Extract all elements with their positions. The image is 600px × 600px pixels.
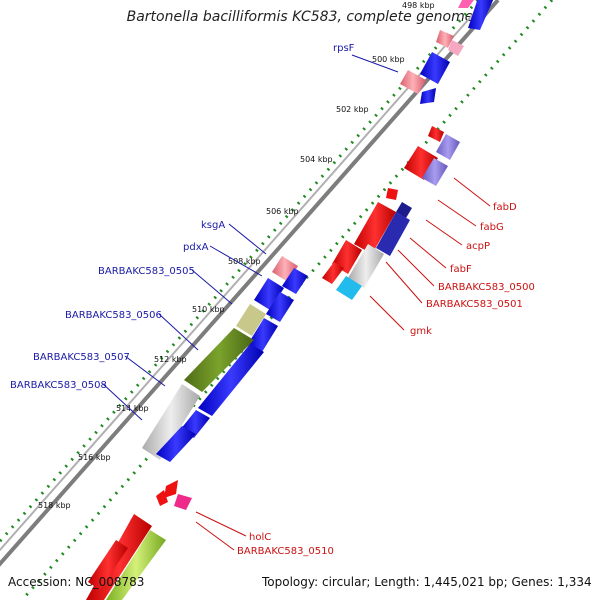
leader-line bbox=[228, 223, 267, 255]
gene-label: pdxA bbox=[183, 242, 209, 253]
leader-line bbox=[195, 511, 247, 537]
feature-blue-arrow-2 bbox=[266, 292, 294, 322]
feature-red-holC-1 bbox=[164, 480, 178, 498]
leader-line bbox=[425, 219, 463, 246]
feature-navy-2 bbox=[376, 212, 410, 256]
feature-track bbox=[86, 0, 494, 600]
leader-line bbox=[385, 261, 423, 304]
map-title: Bartonella bacilliformis KC583, complete… bbox=[126, 9, 474, 25]
tick-label: 518 kbp bbox=[38, 501, 71, 510]
backbone-strand-inner bbox=[0, 0, 488, 552]
feature-lime-bottom bbox=[106, 530, 166, 600]
gene-label: fabD bbox=[493, 202, 517, 213]
feature-pink-small-2 bbox=[448, 40, 464, 56]
leader-line bbox=[158, 313, 199, 351]
feature-red-bottom-2 bbox=[88, 540, 128, 590]
gene-label: BARBAKC583_0505 bbox=[98, 266, 195, 277]
feature-red-1 bbox=[428, 126, 444, 142]
feature-blue-arrow-rpsF bbox=[420, 88, 436, 104]
feature-magenta-0510 bbox=[174, 494, 192, 510]
feature-red-small bbox=[386, 188, 398, 200]
gene-label: ksgA bbox=[201, 220, 225, 231]
label-leaders bbox=[102, 54, 491, 551]
leader-line bbox=[209, 245, 263, 277]
feature-grey-0501 bbox=[348, 244, 384, 288]
leader-line bbox=[409, 237, 447, 269]
gene-label: BARBAKC583_0500 bbox=[438, 282, 535, 293]
gene-label: gmk bbox=[410, 326, 432, 337]
tick-label: 500 kbp bbox=[372, 55, 405, 64]
leader-line bbox=[195, 521, 235, 551]
gene-label: BARBAKC583_0507 bbox=[33, 352, 130, 363]
tick-label: 498 kbp bbox=[402, 1, 435, 10]
tick-label: 510 kbp bbox=[192, 305, 225, 314]
gene-label: BARBAKC583_0501 bbox=[426, 299, 523, 310]
tick-label: 512 kbp bbox=[154, 355, 187, 364]
inner-tick-track bbox=[0, 0, 480, 544]
genome-summary: Topology: circular; Length: 1,445,021 bp… bbox=[262, 575, 592, 589]
gene-labels-right: fabD fabG acpP fabF BARBAKC583_0500 BARBAKC58… bbox=[237, 202, 535, 557]
outer-tick-track bbox=[20, 0, 554, 600]
feature-navy-1 bbox=[396, 202, 412, 218]
tick-label: 508 kbp bbox=[228, 257, 261, 266]
feature-blue-long bbox=[198, 344, 264, 416]
tick-labels: 498 kbp 500 kbp 502 kbp 504 kbp 506 kbp 508 k… bbox=[38, 1, 435, 510]
tick-label: 514 kbp bbox=[116, 404, 149, 413]
feature-olive-0506 bbox=[184, 328, 254, 392]
feature-cyan-gmk bbox=[336, 276, 362, 300]
tick-label: 506 kbp bbox=[266, 207, 299, 216]
leader-line bbox=[351, 54, 399, 73]
gene-label: BARBAKC583_0506 bbox=[65, 310, 162, 321]
feature-red-fabF bbox=[354, 202, 396, 254]
leader-line bbox=[124, 355, 166, 387]
feature-blue-arrow-3 bbox=[248, 318, 278, 352]
feature-pink-small bbox=[436, 30, 454, 48]
gene-label: fabF bbox=[450, 264, 472, 275]
feature-blue-top bbox=[468, 0, 494, 30]
gene-label: holC bbox=[249, 532, 271, 543]
feature-red-arrow bbox=[322, 262, 344, 284]
tick-label: 504 kbp bbox=[300, 155, 333, 164]
feature-blue-pdxA bbox=[254, 278, 284, 310]
leader-line bbox=[397, 249, 435, 287]
gene-label: fabG bbox=[480, 222, 504, 233]
feature-pink-top bbox=[458, 0, 474, 8]
feature-blue-bottom bbox=[156, 426, 196, 462]
feature-blue-rpsF bbox=[420, 52, 450, 84]
feature-red-holC-2 bbox=[156, 490, 168, 506]
gene-label: acpP bbox=[466, 241, 490, 252]
feature-pink-rpsF bbox=[400, 70, 426, 94]
tick-label: 516 kbp bbox=[78, 453, 111, 462]
gene-label: BARBAKC583_0510 bbox=[237, 546, 334, 557]
feature-grey-0507 bbox=[142, 384, 200, 460]
leader-line bbox=[437, 199, 477, 227]
gene-labels-left: rpsF ksgA pdxA BARBAKC583_0505 BARBAKC583_05… bbox=[10, 43, 355, 391]
feature-lav-2 bbox=[422, 158, 448, 186]
tick-label: 502 kbp bbox=[336, 105, 369, 114]
leader-line bbox=[102, 383, 143, 421]
gene-label: BARBAKC583_0508 bbox=[10, 380, 107, 391]
feature-blue-arrow-1 bbox=[282, 268, 308, 294]
feature-khaki-0505 bbox=[236, 304, 266, 336]
feature-lav-1 bbox=[436, 134, 460, 160]
accession-label: Accession: NC_008783 bbox=[8, 575, 145, 589]
leader-line bbox=[191, 269, 233, 305]
leader-line bbox=[453, 177, 491, 207]
leader-line bbox=[369, 295, 405, 331]
feature-red-2 bbox=[404, 146, 438, 180]
backbone-strand-outer bbox=[0, 0, 500, 567]
gene-label: rpsF bbox=[333, 43, 355, 54]
